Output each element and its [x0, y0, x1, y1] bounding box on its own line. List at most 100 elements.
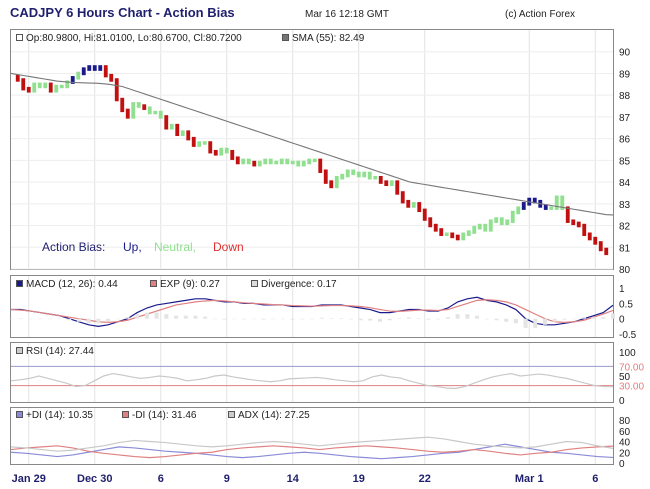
price-bar — [268, 158, 273, 165]
sma-legend-swatch — [282, 34, 289, 41]
price-bar — [76, 71, 81, 80]
macd-tick-label: -0.5 — [619, 330, 637, 341]
rsi-tick-label: 0 — [619, 396, 625, 407]
price-tick-label: 86 — [619, 135, 631, 146]
price-bar — [65, 80, 70, 89]
macd-tick-label: 0 — [619, 315, 625, 326]
price-bar — [180, 130, 185, 137]
price-bar — [164, 115, 169, 130]
divergence-bar — [348, 318, 353, 320]
divergence-bar — [115, 318, 120, 320]
divergence-bar — [135, 314, 140, 319]
exp-legend-swatch — [150, 280, 157, 287]
price-tick-label: 85 — [619, 156, 631, 167]
mdi-legend: -DI (14): 31.46 — [132, 410, 197, 421]
timestamp: Mar 16 12:18 GMT — [305, 9, 389, 20]
chart-title: CADJPY 6 Hours Chart - Action Bias — [10, 5, 235, 20]
price-bar — [263, 158, 268, 165]
price-bar — [191, 136, 196, 147]
macd-tick-label: 0.5 — [619, 299, 633, 310]
price-bar — [230, 149, 235, 160]
divergence-bar — [319, 317, 324, 319]
divergence-legend-swatch — [251, 280, 258, 287]
divergence-bar — [144, 312, 149, 319]
divergence-bar — [271, 318, 276, 320]
divergence-bar — [57, 318, 62, 320]
price-bar — [43, 82, 48, 89]
price-bar — [54, 84, 59, 93]
price-bar — [114, 78, 119, 102]
price-bar — [483, 223, 488, 232]
price-bar — [241, 158, 246, 165]
price-bar — [389, 180, 394, 187]
divergence-bar — [513, 318, 518, 324]
price-bar — [499, 217, 504, 226]
divergence-bar — [38, 318, 43, 320]
rsi-tick-label: 100 — [619, 348, 636, 359]
price-bar — [125, 108, 130, 119]
price-bar — [384, 180, 389, 187]
price-bar — [318, 158, 323, 173]
price-bar — [477, 223, 482, 230]
divergence-bar — [445, 317, 450, 319]
price-bar — [329, 180, 334, 189]
adx-panel — [10, 407, 614, 465]
price-bar — [48, 82, 53, 93]
x-tick-label: 6 — [158, 473, 164, 485]
price-bar — [87, 65, 92, 71]
price-bar — [532, 197, 537, 204]
divergence-bar — [9, 318, 13, 320]
adx-legend-swatch — [228, 411, 235, 418]
price-bar — [279, 158, 284, 165]
price-bar — [169, 123, 174, 130]
price-bar — [120, 97, 125, 113]
divergence-bar — [242, 318, 247, 320]
divergence-bar — [358, 318, 363, 321]
divergence-bar — [222, 318, 227, 320]
price-bar — [510, 210, 515, 223]
price-bar — [582, 223, 587, 236]
price-bar — [274, 160, 279, 165]
divergence-bar — [387, 318, 392, 321]
price-bar — [428, 217, 433, 228]
price-bar — [395, 180, 400, 195]
adx-tick-label: 20 — [619, 448, 631, 459]
divergence-bar — [339, 318, 344, 319]
divergence-bar — [154, 312, 159, 319]
price-bar — [252, 160, 257, 167]
price-bar — [301, 160, 306, 167]
price-tick-label: 84 — [619, 178, 631, 189]
price-bar — [422, 208, 427, 221]
divergence-bar — [562, 318, 567, 320]
divergence-bar — [436, 318, 441, 320]
price-bar — [494, 217, 499, 223]
divergence-bar — [76, 318, 81, 322]
price-bar — [593, 236, 598, 245]
divergence-bar — [552, 318, 557, 322]
price-bar — [197, 141, 202, 147]
macd-legend-swatch — [16, 280, 23, 287]
adx-tick-label: 0 — [619, 459, 625, 470]
price-bar — [356, 171, 361, 178]
divergence-bar — [611, 313, 615, 319]
price-bar — [15, 74, 20, 82]
price-bar — [235, 156, 240, 165]
price-tick-label: 89 — [619, 69, 631, 80]
price-bar — [565, 206, 570, 223]
pdi-legend-swatch — [16, 411, 23, 418]
x-tick-label: Mar 1 — [515, 473, 544, 485]
divergence-bar — [494, 318, 499, 321]
price-bar — [224, 147, 229, 154]
price-bar — [400, 191, 405, 204]
price-bar — [450, 232, 455, 239]
macd-tick-label: 1 — [619, 284, 625, 295]
price-bar — [461, 232, 466, 241]
price-bar — [323, 169, 328, 184]
rsi-tick-label: 70.00 — [619, 362, 644, 373]
price-bar — [59, 84, 64, 89]
rsi-legend: RSI (14): 27.44 — [26, 346, 94, 357]
adx-tick-label: 60 — [619, 427, 631, 438]
price-bar — [219, 147, 224, 156]
rsi-tick-label: 50 — [619, 372, 631, 383]
